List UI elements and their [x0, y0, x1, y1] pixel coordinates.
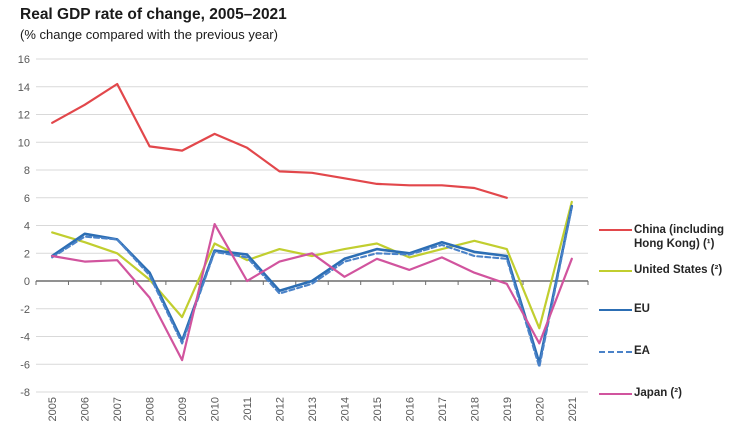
- x-axis-year-label: 2009: [177, 397, 189, 421]
- y-axis-tick-label: 12: [18, 110, 30, 122]
- legend-item-japan: Japan (²): [599, 387, 734, 401]
- legend-item-united-states: United States (²): [599, 264, 734, 278]
- series-line-united-states: [51, 200, 573, 330]
- chart-title: Real GDP rate of change, 2005–2021: [20, 6, 287, 23]
- y-axis-tick-label: -2: [20, 304, 30, 316]
- y-axis-tick-label: 2: [24, 248, 30, 260]
- series-line-ea: [51, 206, 573, 369]
- x-axis-year-label: 2011: [242, 397, 254, 421]
- x-axis-year-label: 2007: [112, 397, 124, 421]
- y-axis-tick-label: 16: [18, 54, 30, 66]
- series-line-eu: [50, 204, 574, 365]
- x-axis-year-label: 2014: [339, 397, 351, 421]
- series-line-china: [51, 82, 508, 199]
- y-axis-tick-label: -4: [20, 332, 30, 344]
- legend-label-ea: EA: [634, 345, 650, 357]
- legend-item-china: China (including Hong Kong) (¹): [599, 224, 734, 252]
- legend-label-china: China (including Hong Kong) (¹): [634, 224, 725, 250]
- x-axis-year-label: 2006: [80, 397, 92, 421]
- legend-swatch-japan: [599, 392, 632, 395]
- legend-label-united-states: United States (²): [634, 264, 723, 276]
- x-axis-year-label: 2012: [275, 397, 287, 421]
- legend-item-eu: EU: [599, 303, 734, 317]
- y-axis-tick-label: 4: [24, 221, 30, 233]
- y-axis-tick-label: 8: [24, 165, 30, 177]
- chart-subtitle: (% change compared with the previous yea…: [20, 27, 278, 42]
- y-axis-tick-label: -8: [20, 387, 30, 399]
- x-axis-year-label: 2017: [437, 397, 449, 421]
- x-axis-year-label: 2008: [145, 397, 157, 421]
- legend-swatch-ea: [599, 350, 632, 353]
- x-axis-year-label: 2016: [404, 397, 416, 421]
- x-axis-year-label: 2021: [567, 397, 579, 421]
- legend-swatch-china: [599, 229, 632, 231]
- y-axis-tick-label: 14: [18, 82, 30, 94]
- x-axis-year-label: 2018: [469, 397, 481, 421]
- x-axis-year-label: 2020: [534, 397, 546, 421]
- legend-swatch-united-states: [599, 269, 632, 272]
- y-axis-tick-label: 10: [18, 137, 30, 149]
- legend-swatch-eu: [599, 308, 632, 311]
- legend-label-japan: Japan (²): [634, 387, 682, 399]
- x-axis-year-label: 2015: [372, 397, 384, 421]
- x-axis-year-label: 2010: [210, 397, 222, 421]
- y-axis-tick-label: 6: [24, 193, 30, 205]
- y-axis-tick-label: -6: [20, 359, 30, 371]
- x-axis-year-label: 2019: [502, 397, 514, 421]
- y-axis-tick-label: 0: [24, 276, 30, 288]
- x-axis-year-label: 2013: [307, 397, 319, 421]
- legend-item-ea: EA: [599, 345, 734, 359]
- series-line-japan: [51, 223, 573, 362]
- legend-label-eu: EU: [634, 303, 650, 315]
- x-axis-year-label: 2005: [47, 397, 59, 421]
